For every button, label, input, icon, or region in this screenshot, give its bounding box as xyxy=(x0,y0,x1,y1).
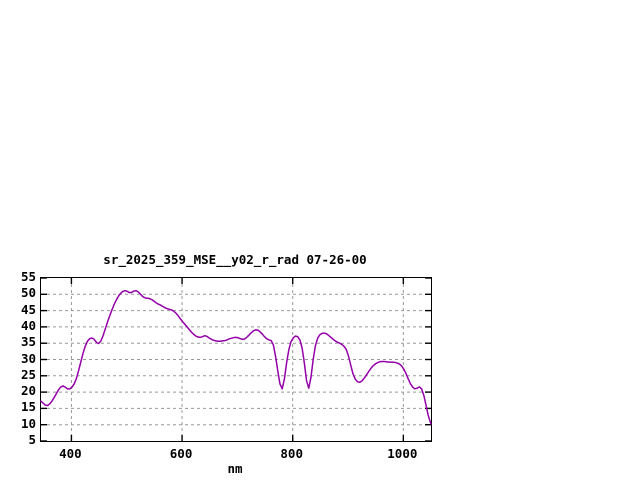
grid-lines xyxy=(41,277,431,442)
y-axis-tick-label: 15 xyxy=(20,399,36,415)
x-axis-tick-label: 600 xyxy=(169,446,193,461)
y-axis-tick-label: 35 xyxy=(20,334,36,350)
y-axis-tick-label: 30 xyxy=(20,350,36,366)
x-axis-tick-label: 800 xyxy=(280,446,303,461)
y-axis-tick-label: 50 xyxy=(20,285,36,301)
y-axis-tick-label: 45 xyxy=(20,301,36,317)
y-axis-tick-label: 55 xyxy=(20,269,36,284)
y-axis-tick-label: 25 xyxy=(20,366,36,382)
y-axis-tick-label: 10 xyxy=(20,415,36,431)
y-axis-tick-label: 5 xyxy=(28,432,36,447)
y-axis-tick-label: 40 xyxy=(20,317,36,333)
y-axis-tick-labels: 5 10 15 20 25 30 35 40 45 50 55 xyxy=(0,270,36,446)
plot-area xyxy=(40,277,432,442)
data-series-line xyxy=(40,289,432,425)
y-axis-tick-label: 20 xyxy=(20,383,36,399)
x-axis-tick-label: 400 xyxy=(59,446,82,461)
spectrum-curve-layer xyxy=(40,289,432,425)
x-axis-tick-labels: 400 600 800 1000 xyxy=(0,446,640,462)
chart-title: sr_2025_359_MSE__y02_r_rad 07-26-00 xyxy=(103,252,367,267)
x-axis-tick-label: 1000 xyxy=(387,446,418,461)
x-axis-title: nm xyxy=(227,461,243,476)
